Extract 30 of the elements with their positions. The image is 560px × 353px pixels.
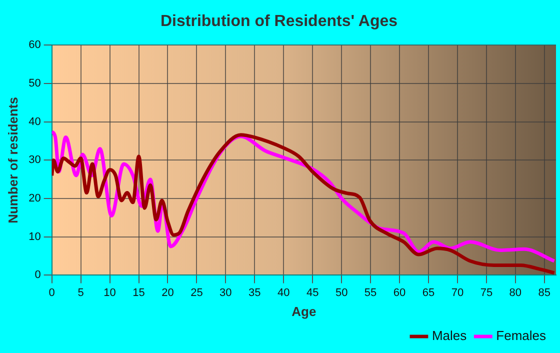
x-tick-label: 15 — [132, 286, 145, 299]
x-tick-label: 50 — [335, 286, 348, 299]
y-tick-label: 60 — [28, 39, 41, 52]
x-tick-label: 70 — [451, 286, 464, 299]
y-tick-label: 40 — [28, 116, 41, 128]
y-tick-label: 30 — [28, 154, 41, 166]
x-tick-label: 65 — [422, 286, 435, 299]
x-tick-label: 10 — [104, 286, 116, 299]
y-axis-title: Number of residents — [5, 96, 20, 224]
y-tick-label: 10 — [28, 230, 41, 243]
chart-title: Distribution of Residents' Ages — [160, 13, 398, 30]
x-tick-label: 30 — [220, 286, 232, 299]
x-tick-label: 85 — [538, 286, 551, 299]
legend-label: Males — [432, 328, 468, 344]
x-tick-label: 60 — [393, 286, 406, 299]
x-tick-label: 25 — [190, 286, 203, 299]
y-tick-label: 20 — [28, 192, 41, 205]
x-tick-label: 40 — [278, 286, 290, 299]
y-tick-label: 0 — [34, 269, 41, 282]
x-tick-label: 45 — [306, 286, 319, 299]
x-tick-label: 75 — [480, 286, 493, 299]
y-tick-label: 50 — [28, 78, 41, 90]
x-axis-title: Age — [292, 304, 316, 319]
x-tick-label: 80 — [509, 286, 522, 299]
x-tick-label: 5 — [78, 286, 84, 299]
x-tick-label: 35 — [248, 286, 261, 299]
x-tick-label: 20 — [162, 286, 174, 299]
legend-label: Females — [496, 328, 546, 344]
x-tick-label: 55 — [364, 286, 377, 299]
x-tick-label: 0 — [48, 286, 55, 299]
